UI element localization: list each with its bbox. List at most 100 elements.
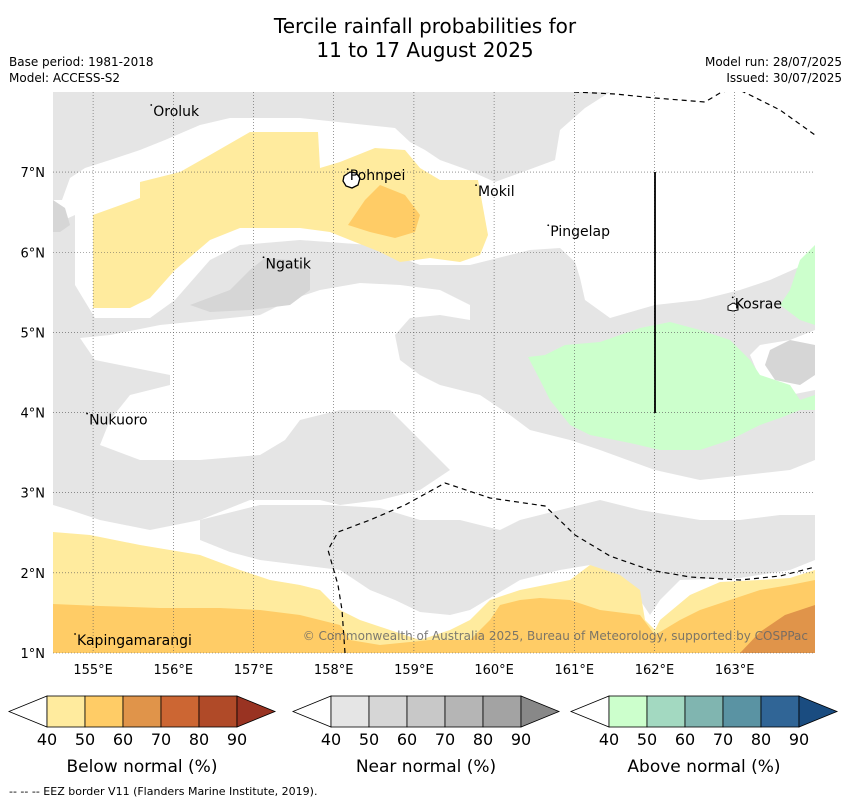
legend-swatch [406, 695, 446, 728]
lon-tick-label: 155°E [73, 663, 113, 678]
legend-tick-label: 70 [713, 730, 733, 749]
lat-tick-label: 6°N [21, 246, 46, 261]
place-label-kosrae: Kosrae [735, 296, 782, 312]
lon-tick-label: 158°E [314, 663, 354, 678]
legend-title: Below normal (%) [67, 757, 218, 777]
above-normal-40-regions [528, 245, 815, 450]
model-name: Model: ACCESS-S2 [9, 71, 121, 85]
below-normal-50-south [53, 580, 815, 653]
legend-tick-label: 70 [151, 730, 171, 749]
lon-tick-label: 163°E [715, 663, 755, 678]
lon-tick-label: 159°E [394, 663, 434, 678]
legend-tick-label: 80 [751, 730, 771, 749]
place-labels: Oroluk Pohnpei Mokil Pingelap Ngatik Kosrae Nu… [74, 104, 782, 649]
legend-swatch [646, 695, 686, 728]
legend-swatch [760, 695, 800, 728]
model-run-date: Model run: 28/07/2025 [704, 55, 842, 69]
above-normal-40-east [528, 322, 815, 450]
longitude-labels: 155°E 156°E 157°E 158°E 159°E 160°E 161°E 162°E… [73, 663, 754, 678]
lat-tick-label: 1°N [21, 647, 46, 662]
place-marker [150, 104, 153, 106]
place-marker [547, 224, 550, 227]
below-normal-60-southeast [740, 605, 815, 653]
legend-tick-label: 50 [637, 730, 657, 749]
legend-title: Above normal (%) [627, 757, 780, 777]
legend-title: Near normal (%) [356, 757, 496, 777]
legend-swatch [160, 695, 200, 728]
legend-tick-label: 90 [511, 730, 531, 749]
place-marker [262, 256, 265, 259]
legend-tick-label: 70 [435, 730, 455, 749]
legend-right-arrow [520, 695, 561, 728]
legends: 40 50 60 70 80 90 Below normal (%) 40 50 60 70 80 90… [7, 695, 839, 777]
eez-footnote: -- -- -- EEZ border V11 (Flanders Marine… [9, 785, 318, 798]
map-title-line1: Tercile rainfall probabilities for [273, 14, 577, 38]
near-normal-region-north [53, 92, 610, 200]
near-normal-50-regions [53, 200, 815, 385]
legend-tick-label: 60 [397, 730, 417, 749]
base-period: Base period: 1981-2018 [9, 55, 154, 69]
lon-tick-label: 160°E [474, 663, 514, 678]
place-marker [86, 412, 88, 415]
lat-tick-label: 2°N [21, 567, 46, 582]
legend-right-arrow [798, 695, 839, 728]
place-label-pingelap: Pingelap [550, 224, 610, 240]
place-marker [74, 633, 76, 635]
legend-swatch [122, 695, 162, 728]
legend-swatch [684, 695, 724, 728]
lon-tick-label: 162°E [635, 663, 675, 678]
place-label-mokil: Mokil [478, 184, 515, 200]
lon-tick-label: 156°E [154, 663, 194, 678]
legend-tick-label: 50 [359, 730, 379, 749]
place-label-ngatik: Ngatik [266, 256, 312, 272]
legend-swatch [722, 695, 762, 728]
lat-tick-label: 7°N [21, 166, 46, 181]
legend-left-arrow [569, 695, 610, 728]
legend-swatch [608, 695, 648, 728]
legend-left-arrow [7, 695, 48, 728]
legend-tick-label: 90 [789, 730, 809, 749]
place-label-pohnpei: Pohnpei [350, 168, 406, 184]
below-normal-40-north [93, 132, 488, 308]
legend-tick-label: 60 [675, 730, 695, 749]
legend-tick-label: 50 [75, 730, 95, 749]
latitude-labels: 7°N 6°N 5°N 4°N 3°N 2°N 1°N [21, 166, 46, 662]
legend-tick-label: 40 [599, 730, 619, 749]
legend-tick-label: 60 [113, 730, 133, 749]
legend-above: 40 50 60 70 80 90 Above normal (%) [569, 695, 839, 777]
near-normal-region-south [200, 500, 815, 615]
near-normal-50-kosrae-spot [765, 340, 815, 385]
place-marker [475, 184, 477, 187]
place-label-nukuoro: Nukuoro [89, 413, 147, 429]
near-normal-50-ngatik [190, 258, 310, 312]
legend-swatch [46, 695, 86, 728]
legend-tick-label: 40 [321, 730, 341, 749]
legend-tick-label: 90 [227, 730, 247, 749]
lon-tick-label: 161°E [555, 663, 595, 678]
place-marker [731, 296, 734, 299]
legend-swatch [444, 695, 484, 728]
probability-fields [53, 92, 815, 653]
near-normal-region-fragment [53, 95, 65, 140]
place-label-kapingamarangi: Kapingamarangi [77, 633, 192, 649]
lat-tick-label: 4°N [21, 407, 46, 422]
near-normal-50-west-spot [53, 200, 70, 232]
eez-line-south [327, 482, 815, 653]
legend-tick-label: 40 [37, 730, 57, 749]
legend-right-arrow [236, 695, 277, 728]
above-normal-40-northeast [780, 245, 815, 325]
legend-swatch [198, 695, 238, 728]
legend-swatch [330, 695, 370, 728]
place-label-oroluk: Oroluk [153, 104, 200, 120]
legend-tick-label: 80 [189, 730, 209, 749]
legend-swatch [482, 695, 522, 728]
lon-tick-label: 157°E [234, 663, 274, 678]
legend-near: 40 50 60 70 80 90 Near normal (%) [291, 695, 561, 777]
legend-swatch [368, 695, 408, 728]
map-title-line2: 11 to 17 August 2025 [316, 38, 534, 62]
map-svg: 7°N 6°N 5°N 4°N 3°N 2°N 1°N 155°E 156°E 157°E 158… [7, 92, 839, 777]
legend-tick-label: 80 [473, 730, 493, 749]
issued-date: Issued: 30/07/2025 [726, 71, 842, 85]
eez-border [327, 92, 815, 653]
legend-swatch [84, 695, 124, 728]
